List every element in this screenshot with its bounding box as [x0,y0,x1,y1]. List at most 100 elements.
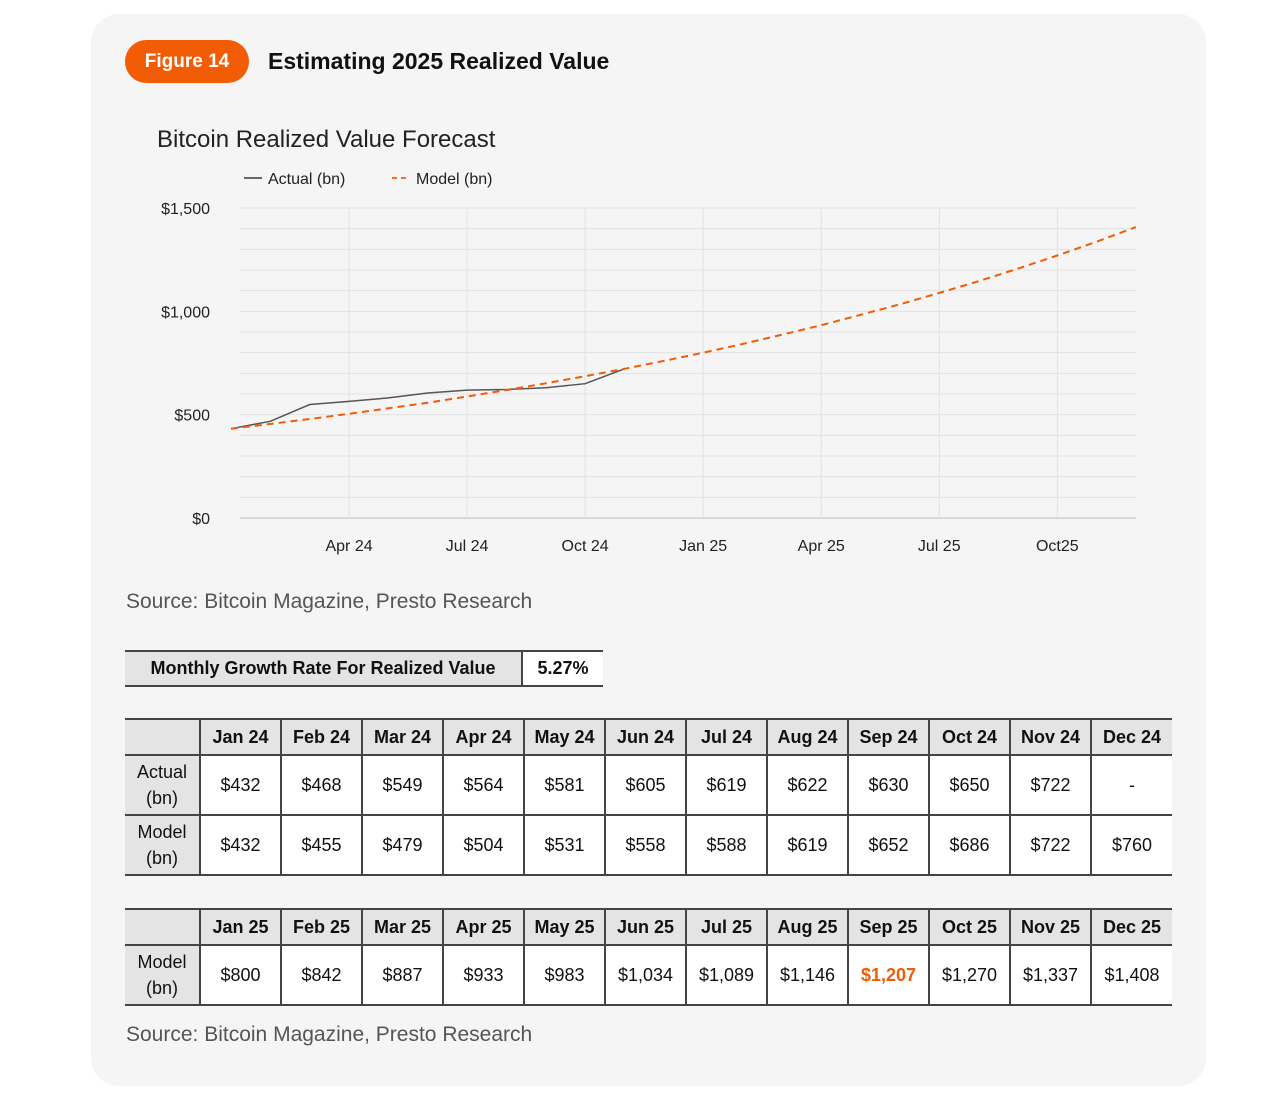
table-cell: $581 [523,755,605,816]
column-header: Sep 24 [847,718,929,756]
table-cell: $983 [523,945,605,1006]
column-header: Jan 24 [199,718,281,756]
growth-rate-label: Monthly Growth Rate For Realized Value [125,650,523,687]
row-header-unit: (bn) [145,978,178,998]
column-header: Jun 25 [604,908,686,946]
legend-label: Actual (bn) [268,171,345,188]
table-cell: - [1090,755,1172,816]
table-cell: $531 [523,815,605,876]
column-header: Mar 24 [361,718,443,756]
row-header-unit: (bn) [145,848,178,868]
table-cell: $504 [442,815,524,876]
table-cell: $933 [442,945,524,1006]
x-tick-label: Jul 24 [446,538,489,555]
x-tick-label: Jan 25 [679,538,727,555]
table-cell: $1,034 [604,945,686,1006]
series-line-model [230,226,1137,430]
table-cell: $455 [280,815,362,876]
table-2024: Jan 24 Feb 24 Mar 24 Apr 24 May 24 Jun 24 Jul … [125,718,1172,876]
table-cell: $630 [847,755,929,816]
table-cell: $468 [280,755,362,816]
table-cell: $1,270 [928,945,1010,1006]
table-cell: $652 [847,815,929,876]
x-tick-label: Oct25 [1036,538,1079,555]
row-header: Model (bn) [125,945,200,1006]
table-cell: $722 [1009,755,1091,816]
table-cell: $549 [361,755,443,816]
column-header: May 25 [523,908,605,946]
column-header: Dec 25 [1090,908,1172,946]
column-header: Oct 25 [928,908,1010,946]
row-header-unit: (bn) [145,788,178,808]
row-header-label: Model [137,952,187,972]
source-note-2: Source: Bitcoin Magazine, Presto Researc… [126,1023,533,1046]
source-note: Source: Bitcoin Magazine, Presto Researc… [126,590,533,613]
table-cell: $887 [361,945,443,1006]
table-2025: Jan 25 Feb 25 Mar 25 Apr 25 May 25 Jun 25 Jul … [125,908,1172,1006]
table-row: Actual (bn) $432 $468 $549 $564 $581 $605 $619 $6… [125,755,1172,816]
table-cell: $1,146 [766,945,848,1006]
table-cell: $1,408 [1090,945,1172,1006]
table-cell: $432 [199,815,281,876]
column-header: Nov 25 [1009,908,1091,946]
column-header: Dec 24 [1090,718,1172,756]
table-cell: $1,337 [1009,945,1091,1006]
table-cell: $842 [280,945,362,1006]
column-header: Jun 24 [604,718,686,756]
column-header: Jul 24 [685,718,767,756]
column-header: Feb 25 [280,908,362,946]
table-cell: $1,089 [685,945,767,1006]
row-header: Model (bn) [125,815,200,876]
growth-rate-value: 5.27% [522,650,603,687]
table-cell: $479 [361,815,443,876]
table-corner [125,718,200,756]
table-cell: $558 [604,815,686,876]
figure-card [91,14,1206,1086]
table-cell: $722 [1009,815,1091,876]
x-tick-label: Apr 25 [798,538,845,555]
row-header: Actual (bn) [125,755,200,816]
table-cell: $1,207 [847,945,929,1006]
table-row: Model (bn) $432 $455 $479 $504 $531 $558 $588 $61… [125,815,1172,876]
column-header: May 24 [523,718,605,756]
table-cell: $650 [928,755,1010,816]
table-cell: $619 [685,755,767,816]
column-header: Jan 25 [199,908,281,946]
growth-rate-table: Monthly Growth Rate For Realized Value 5… [125,650,603,687]
chart-title: Bitcoin Realized Value Forecast [157,126,496,153]
table-cell: $605 [604,755,686,816]
row-header-label: Model [137,822,187,842]
y-tick-label: $1,500 [161,201,210,218]
column-header: Sep 25 [847,908,929,946]
column-header: Aug 25 [766,908,848,946]
series-line-actual [230,368,625,430]
column-header: Nov 24 [1009,718,1091,756]
table-cell: $622 [766,755,848,816]
x-tick-label: Jul 25 [918,538,961,555]
column-header: Feb 24 [280,718,362,756]
table-row: Model (bn) $800 $842 $887 $933 $983 $1,034 $1,08… [125,945,1172,1006]
x-tick-label: Oct 24 [562,538,609,555]
table-cell: $564 [442,755,524,816]
line-chart: $1,500 $1,000 $500 $0 Apr 24 Jul 24 Oct 24 Jan … [161,171,1137,555]
x-tick-label: Apr 24 [325,538,372,555]
table-cell: $588 [685,815,767,876]
y-tick-label: $1,000 [161,304,210,321]
table-cell: $800 [199,945,281,1006]
table-cell: $686 [928,815,1010,876]
legend-label: Model (bn) [416,171,492,188]
table-corner [125,908,200,946]
table-cell: $432 [199,755,281,816]
column-header: Apr 25 [442,908,524,946]
row-header-label: Actual [136,762,188,782]
column-header: Oct 24 [928,718,1010,756]
column-header: Aug 24 [766,718,848,756]
column-header: Mar 25 [361,908,443,946]
column-header: Jul 25 [685,908,767,946]
figure-title: Estimating 2025 Realized Value [268,48,610,74]
y-tick-label: $500 [174,408,210,425]
figure-badge: Figure 14 [125,40,249,83]
y-tick-label: $0 [192,511,210,528]
column-header: Apr 24 [442,718,524,756]
table-cell: $619 [766,815,848,876]
